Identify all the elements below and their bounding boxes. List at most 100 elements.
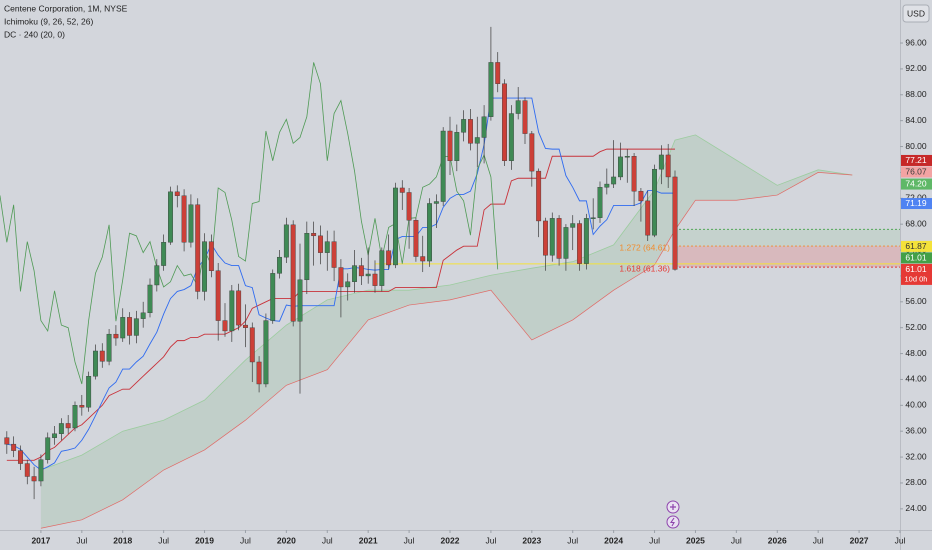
candle-body — [195, 204, 201, 292]
candle-body — [420, 256, 426, 262]
candle-body — [215, 270, 221, 321]
candle-body — [243, 324, 248, 328]
x-tick-label: 2027 — [850, 535, 869, 545]
candle-body — [318, 235, 323, 253]
candle-body — [311, 233, 317, 237]
candle-body — [181, 195, 187, 243]
y-tick-label: 28.00 — [905, 477, 927, 487]
candle-body — [638, 190, 644, 202]
y-tick-label: 68.00 — [905, 218, 927, 228]
candle-body — [11, 443, 17, 451]
candle-body — [433, 201, 439, 204]
candle-body — [120, 317, 126, 339]
price-label-box — [901, 178, 932, 190]
currency[interactable]: USD — [907, 8, 925, 18]
candle-body — [624, 156, 630, 158]
candle-body — [604, 183, 610, 188]
price-label: 61.01 — [905, 252, 927, 262]
candle-body — [249, 327, 255, 363]
candle-body — [263, 320, 269, 385]
x-tick-label: 2021 — [359, 535, 378, 545]
candle-body — [495, 62, 501, 84]
y-tick-label: 40.00 — [905, 400, 927, 410]
candle-body — [631, 156, 637, 192]
candle-body — [222, 320, 228, 332]
x-tick-label: Jul — [567, 535, 578, 545]
indicator-legend: DC · 240 (20, 0) — [4, 29, 65, 39]
candle-body — [358, 265, 364, 277]
candle-body — [508, 113, 514, 161]
candle-body — [277, 256, 282, 274]
candle-body — [65, 423, 71, 429]
candle-body — [372, 273, 378, 286]
candle-body — [393, 187, 398, 266]
candle-body — [52, 433, 57, 438]
candle-body — [461, 119, 467, 133]
x-tick-label: 2020 — [277, 535, 296, 545]
x-tick-label: Jul — [404, 535, 415, 545]
candle-body — [590, 217, 596, 219]
candle-body — [468, 119, 473, 144]
x-tick-label: Jul — [731, 535, 742, 545]
event-icons[interactable] — [666, 500, 680, 529]
cloud-span-b — [40, 172, 853, 529]
y-tick-label: 92.00 — [905, 63, 927, 73]
fib-zone — [675, 229, 900, 247]
x-tick-label: Jul — [76, 535, 87, 545]
candle-body — [31, 476, 37, 482]
x-tick-label: 2024 — [604, 535, 623, 545]
candle-body — [208, 241, 214, 271]
y-tick-label: 72.00 — [905, 193, 927, 203]
candle-body — [413, 220, 419, 257]
candle-body — [24, 463, 30, 477]
candle-body — [174, 191, 180, 196]
candle-body — [536, 170, 542, 222]
price-label-box — [901, 166, 932, 178]
candle-body — [140, 312, 146, 319]
candle-body — [611, 176, 617, 185]
candle-body — [304, 233, 310, 281]
y-tick-label: 80.00 — [905, 141, 927, 151]
event-bolt — [669, 517, 675, 527]
event-plus — [670, 504, 676, 510]
candle-body — [618, 156, 623, 178]
candle-body — [188, 204, 194, 243]
candle-body — [99, 350, 105, 362]
price-label-box — [901, 154, 932, 166]
candle-body — [345, 281, 351, 288]
y-tick-label: 44.00 — [905, 374, 927, 384]
candle-body — [161, 242, 167, 266]
candle-body — [45, 437, 51, 460]
x-tick-label: Jul — [322, 535, 333, 545]
candle-body — [488, 62, 494, 117]
candle-body — [154, 265, 160, 286]
price-label: 61.87 — [905, 241, 927, 251]
candle-body — [331, 241, 337, 268]
candle-body — [168, 191, 173, 243]
cloud-span-a — [40, 134, 853, 471]
x-tick-label: 2023 — [522, 535, 541, 545]
candle-body — [522, 100, 528, 134]
ichimoku-lagging-span — [0, 62, 499, 385]
candle-body — [502, 83, 507, 161]
candle-body — [18, 450, 23, 464]
candle-body — [365, 273, 371, 277]
y-tick-label: 36.00 — [905, 425, 927, 435]
price-label: 76.07 — [905, 167, 927, 177]
candle-body — [283, 224, 289, 258]
candle-body — [583, 218, 589, 264]
candle-body — [270, 273, 276, 321]
candle-body — [256, 361, 262, 385]
fib-zone — [675, 246, 900, 268]
currency-button[interactable] — [902, 4, 930, 23]
y-tick-label: 48.00 — [905, 348, 927, 358]
x-tick-label: 2019 — [195, 535, 214, 545]
candle-body — [147, 284, 153, 314]
candle-body — [543, 220, 548, 256]
candle-body — [427, 203, 432, 262]
candle-body — [672, 176, 678, 270]
candle-body — [658, 154, 664, 170]
price-label: 71.19 — [905, 198, 927, 208]
y-tick-label: 88.00 — [905, 89, 927, 99]
